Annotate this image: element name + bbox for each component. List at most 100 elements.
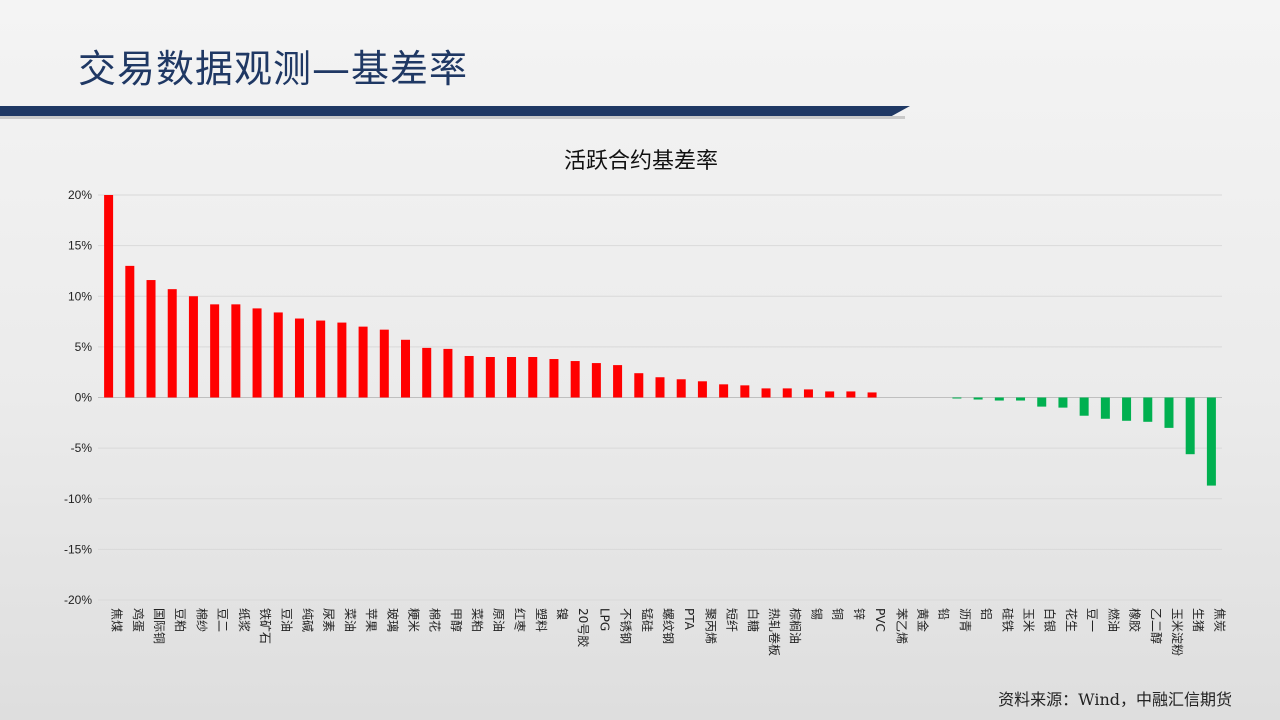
- x-tick-label: 豆二: [216, 608, 230, 632]
- source-note: 资料来源：Wind，中融汇信期货: [998, 690, 1232, 709]
- title-underline-bar: [0, 106, 910, 116]
- x-tick-label: 苯乙烯: [894, 608, 908, 644]
- x-tick-label: 纸浆: [237, 608, 252, 632]
- x-tick-label: LPG: [597, 608, 611, 631]
- bar: [294, 318, 304, 398]
- x-tick-label: 玉米淀粉: [1170, 608, 1184, 656]
- bar: [1206, 397, 1216, 486]
- chart-gridlines: [98, 194, 1222, 601]
- bar: [422, 347, 432, 398]
- y-tick-label: 15%: [68, 239, 92, 253]
- x-tick-label: 玉米: [1022, 608, 1036, 632]
- bar: [1058, 397, 1068, 408]
- x-tick-label: 国际铜: [152, 608, 167, 644]
- bar: [1122, 397, 1132, 421]
- x-tick-label: 塑料: [534, 608, 549, 632]
- x-tick-label: 沥青: [958, 608, 972, 632]
- y-tick-label: -5%: [71, 441, 93, 455]
- x-tick-label: 苹果: [364, 608, 378, 632]
- bar: [740, 385, 750, 398]
- chart-bars: [104, 195, 1216, 486]
- x-tick-label: 花生: [1064, 608, 1079, 632]
- x-tick-label: 硅铁: [1000, 608, 1014, 632]
- x-tick-label: 玻璃: [385, 608, 399, 632]
- x-tick-label: 豆油: [279, 608, 293, 632]
- bar: [358, 326, 368, 398]
- y-tick-label: 10%: [68, 289, 92, 303]
- bar: [994, 397, 1004, 401]
- x-tick-label: 铅: [937, 608, 951, 620]
- x-tick-label: 热轧卷板: [767, 608, 782, 656]
- x-tick-label: 燃油: [1106, 608, 1121, 632]
- x-tick-label: 豆粕: [173, 608, 188, 632]
- x-tick-label: 不锈钢: [619, 608, 633, 644]
- x-tick-label: 菜粕: [470, 608, 485, 632]
- x-tick-label: 棕榈油: [788, 608, 803, 644]
- bar: [1143, 397, 1153, 422]
- bar: [1185, 397, 1195, 455]
- bar: [231, 304, 241, 398]
- x-tick-label: 白糖: [746, 608, 761, 632]
- y-tick-label: 20%: [68, 188, 92, 202]
- bar: [167, 289, 177, 398]
- title-underline-shadow: [0, 116, 905, 119]
- bar: [803, 389, 813, 398]
- bar: [464, 355, 474, 398]
- x-tick-label: 粳米: [407, 608, 421, 632]
- x-tick-label: 锌: [852, 608, 866, 620]
- x-tick-label: 20号胶: [576, 608, 591, 647]
- bar: [676, 379, 686, 398]
- x-tick-label: PVC: [873, 608, 887, 632]
- x-tick-label: 锰硅: [640, 608, 655, 632]
- x-tick-label: 豆一: [1085, 608, 1099, 632]
- bar: [867, 392, 877, 398]
- y-tick-label: -15%: [64, 542, 92, 556]
- bar: [379, 329, 389, 398]
- x-tick-label: 聚丙烯: [703, 608, 717, 644]
- bar: [273, 312, 283, 398]
- x-tick-label: 红枣: [513, 608, 528, 632]
- bar: [401, 339, 411, 398]
- bar: [1016, 397, 1026, 401]
- x-tick-label: 锡: [809, 608, 824, 620]
- x-tick-label: 生猪: [1191, 608, 1205, 632]
- bar: [1164, 397, 1174, 428]
- bar: [570, 361, 580, 398]
- y-axis-ticks: 20% 15% 10% 5% 0% -5% -10% -15% -20%: [64, 188, 92, 607]
- bar: [1079, 397, 1089, 416]
- bar: [443, 348, 453, 398]
- bar: [825, 391, 835, 398]
- bar: [634, 373, 644, 398]
- x-tick-label: 棉纱: [194, 608, 208, 632]
- x-tick-label: 鸡蛋: [131, 608, 146, 632]
- x-tick-label: 焦炭: [1212, 608, 1226, 632]
- bar: [782, 388, 792, 398]
- bar: [1037, 397, 1047, 407]
- x-tick-label: 螺纹钢: [661, 608, 675, 644]
- x-tick-label: 焦煤: [110, 608, 124, 632]
- bar: [316, 320, 326, 398]
- x-tick-label: 尿素: [322, 608, 336, 632]
- bar: [952, 397, 962, 399]
- x-tick-label: 短纤: [725, 608, 739, 632]
- bar: [528, 357, 538, 398]
- bar: [613, 365, 623, 398]
- bar: [549, 359, 559, 398]
- y-tick-label: 0%: [75, 391, 93, 405]
- x-tick-label: 菜油: [343, 608, 357, 632]
- x-tick-label: 白银: [1043, 608, 1058, 632]
- bar: [252, 308, 262, 398]
- x-tick-label: 镍: [555, 608, 569, 620]
- bar: [846, 391, 856, 398]
- x-tick-label: 橡胶: [1128, 608, 1143, 632]
- bar: [591, 363, 601, 398]
- bar: [485, 357, 495, 398]
- x-tick-label: 铁矿石: [258, 608, 272, 644]
- bar: [210, 304, 220, 398]
- x-axis-ticks: 焦煤 鸡蛋 国际铜 豆粕 棉纱 豆二 纸浆 铁矿石 豆油 纯碱 尿素 菜油 苹果 玻璃 粳米 棉花 甲醇 菜粕 原油…: [110, 608, 1227, 656]
- bar: [973, 397, 983, 400]
- y-tick-label: -10%: [64, 492, 92, 506]
- bar: [719, 384, 729, 398]
